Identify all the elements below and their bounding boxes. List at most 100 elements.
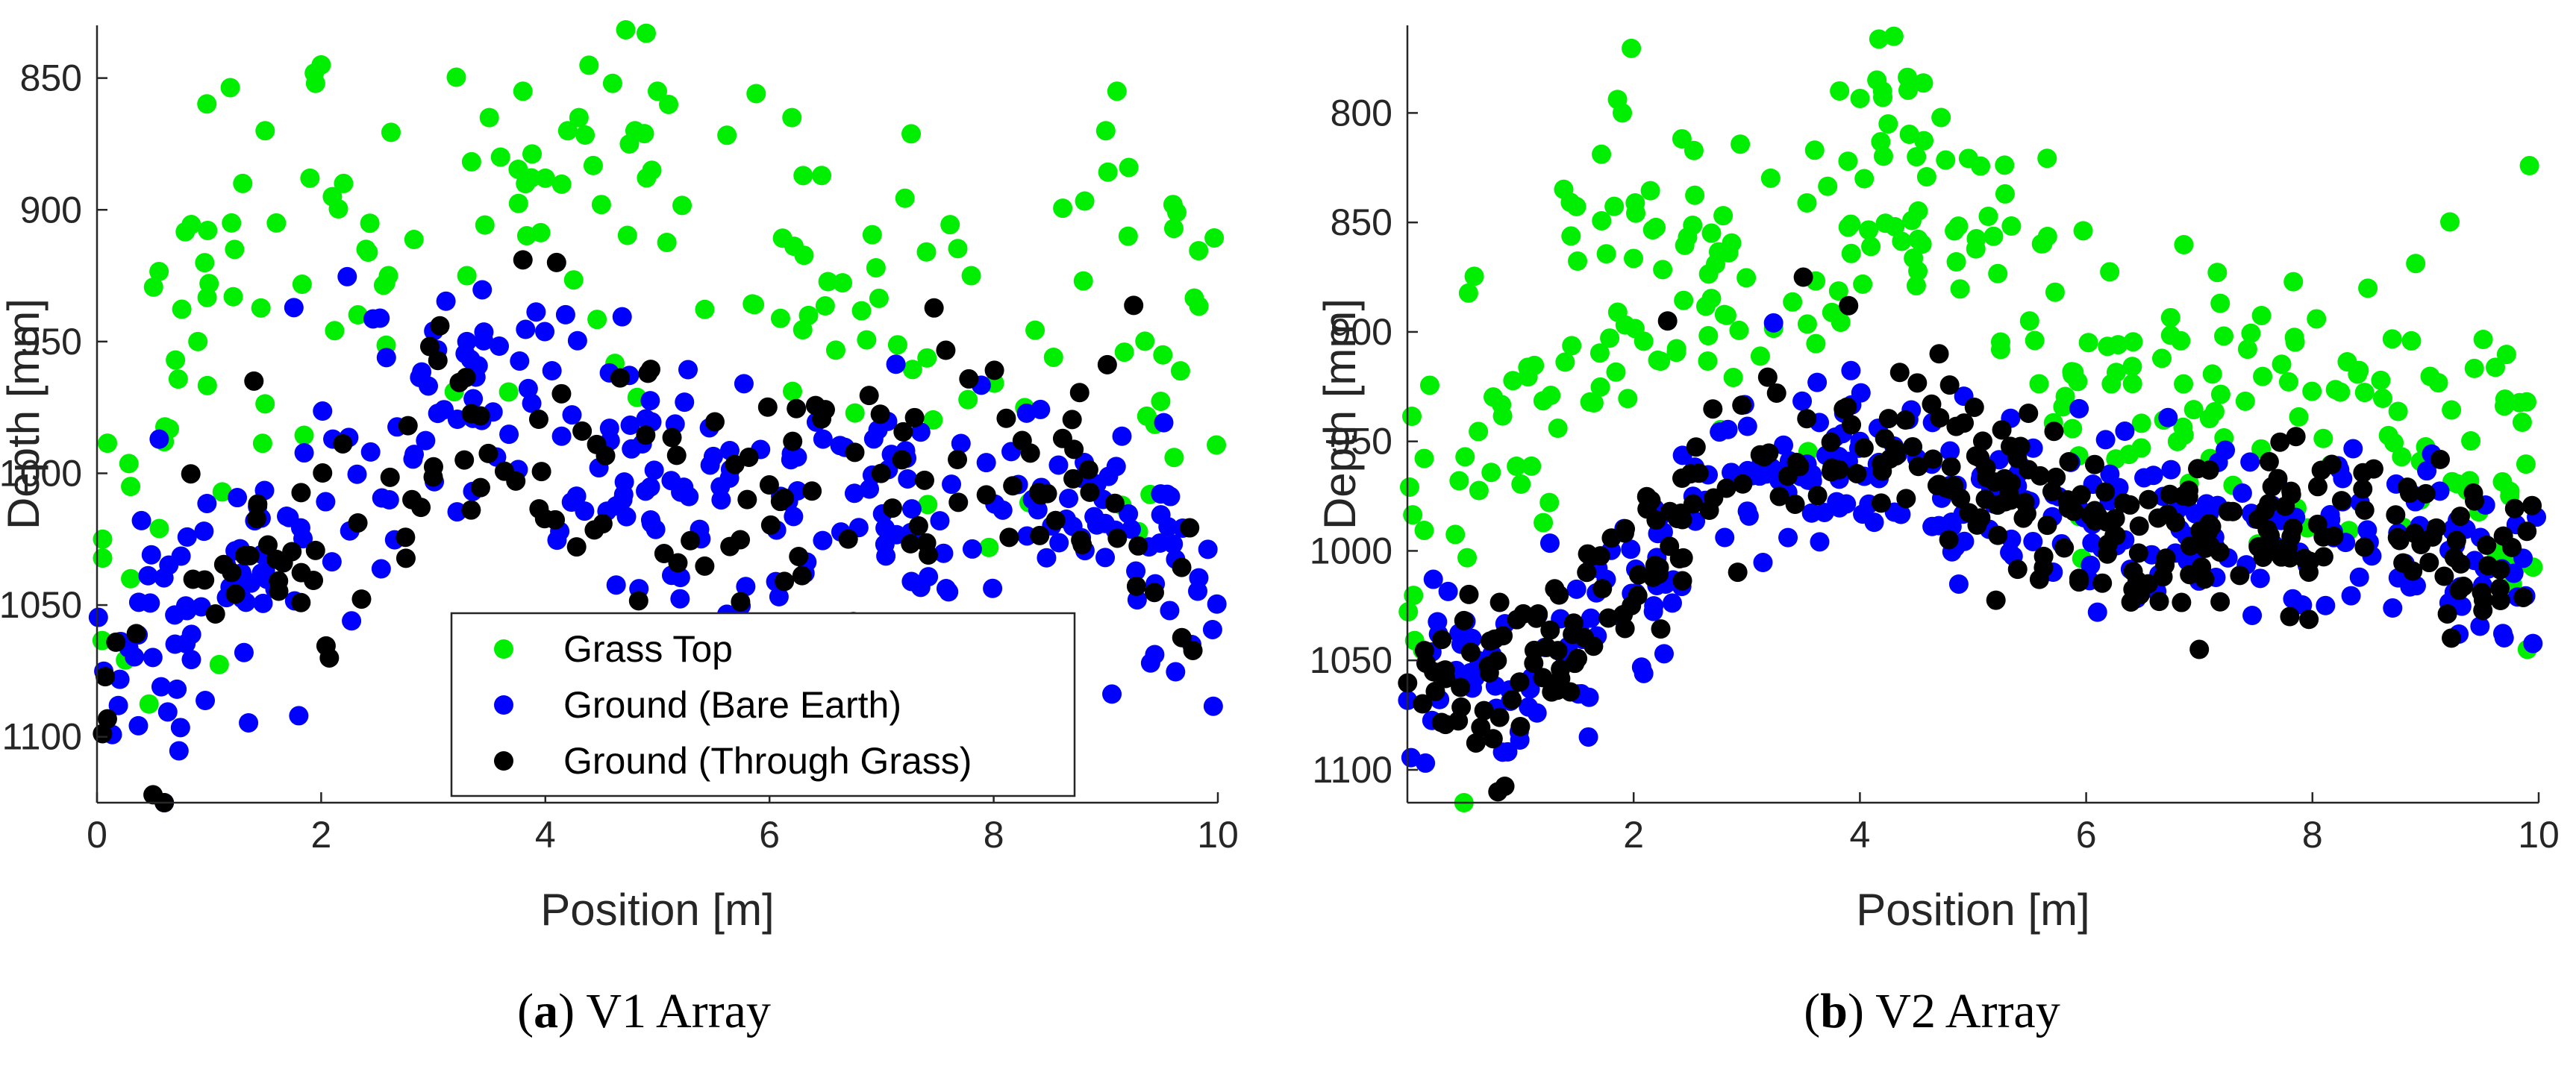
scatter-point — [784, 507, 804, 527]
scatter-point — [1425, 681, 1445, 701]
scatter-point — [1202, 619, 1222, 639]
scatter-point — [138, 565, 158, 586]
scatter-point — [1649, 557, 1669, 577]
scatter-point — [371, 559, 391, 579]
scatter-point — [1438, 581, 1458, 601]
scatter-point — [1731, 134, 1751, 154]
scatter-point — [2289, 407, 2309, 427]
scatter-point — [220, 78, 240, 98]
scatter-point — [555, 304, 575, 325]
scatter-point — [2139, 489, 2159, 510]
scatter-point — [2166, 512, 2186, 533]
scatter-point — [2092, 573, 2113, 593]
scatter-point — [2100, 464, 2120, 484]
scatter-point — [1995, 184, 2015, 204]
legend-marker — [494, 695, 513, 715]
scatter-point — [640, 510, 660, 530]
y-axis-label: Depth [mm] — [1315, 298, 1365, 530]
scatter-point — [1988, 525, 2008, 545]
scatter-point — [2286, 427, 2306, 447]
scatter-point — [535, 168, 555, 188]
scatter-point — [2354, 537, 2375, 557]
scatter-point — [2517, 521, 2537, 542]
scatter-point — [940, 215, 960, 235]
scatter-point — [2260, 525, 2280, 545]
scatter-point — [2307, 477, 2328, 497]
scatter-point — [562, 405, 582, 425]
scatter-point — [642, 160, 662, 181]
scatter-point — [419, 336, 440, 357]
scatter-point — [1698, 326, 1719, 346]
scatter-point — [1674, 290, 1694, 310]
scatter-point — [2189, 639, 2210, 659]
scatter-point — [197, 493, 217, 513]
scatter-point — [454, 450, 475, 470]
scatter-point — [360, 442, 381, 462]
scatter-point — [2357, 520, 2378, 540]
scatter-point — [557, 121, 578, 141]
scatter-point — [1769, 486, 1789, 507]
scatter-point — [194, 521, 214, 542]
scatter-point — [2123, 579, 2143, 599]
scatter-point — [2161, 460, 2181, 480]
scatter-point — [1715, 527, 1735, 548]
scatter-point — [1575, 627, 1595, 648]
scatter-point — [1801, 503, 1822, 523]
scatter-point — [863, 429, 884, 449]
scatter-point — [2106, 449, 2126, 469]
scatter-point — [2313, 547, 2333, 567]
scatter-point — [290, 518, 310, 538]
scatter-point — [166, 350, 186, 370]
y-tick-label: 950 — [1331, 421, 1392, 463]
scatter-point — [1710, 422, 1730, 442]
chart-panel-a: 0 2 4 6 8 10 850 900 950 1000 1050 1100 Position [m]… — [0, 19, 1239, 1038]
scatter-point — [535, 322, 555, 342]
scatter-point — [2019, 311, 2039, 331]
scatter-point — [1069, 383, 1090, 403]
scatter-point — [1945, 221, 1965, 241]
scatter-point — [1927, 475, 1947, 495]
scatter-point — [901, 124, 922, 144]
scatter-point — [1151, 391, 1171, 411]
scatter-point — [1097, 354, 1117, 374]
scatter-point — [2262, 477, 2282, 497]
scatter-point — [1936, 150, 1956, 170]
scatter-point — [1153, 345, 1173, 365]
scatter-point — [1469, 421, 1489, 442]
scatter-point — [2042, 481, 2062, 501]
scatter-point — [2298, 562, 2319, 582]
scatter-point — [2280, 606, 2300, 627]
scatter-point — [934, 543, 954, 563]
scatter-point — [775, 571, 795, 592]
scatter-point — [1854, 169, 1875, 189]
scatter-point — [2343, 439, 2363, 459]
scatter-point — [566, 537, 587, 557]
scatter-point — [675, 392, 695, 413]
caption-a-letter: a — [534, 984, 559, 1038]
scatter-point — [1634, 331, 1654, 351]
scatter-point — [325, 321, 345, 341]
scatter-point — [2029, 569, 2049, 589]
scatter-point — [666, 445, 687, 465]
scatter-point — [599, 418, 619, 439]
scatter-point — [2131, 413, 2151, 433]
scatter-point — [305, 73, 325, 93]
scatter-point — [1203, 696, 1223, 716]
scatter-point — [457, 331, 477, 351]
scatter-point — [2230, 565, 2250, 586]
scatter-point — [1959, 503, 1979, 523]
scatter-point — [1898, 80, 1919, 100]
scatter-point — [818, 272, 838, 292]
scatter-point — [255, 394, 275, 414]
scatter-point — [942, 474, 962, 495]
scatter-point — [2316, 595, 2336, 615]
scatter-point — [1180, 518, 1200, 538]
x-tick-label: 6 — [759, 814, 780, 856]
scatter-point — [1204, 228, 1225, 248]
scatter-point — [1908, 457, 1928, 477]
scatter-point — [167, 679, 187, 699]
scatter-point — [2398, 477, 2418, 498]
scatter-point — [239, 712, 259, 733]
scatter-point — [2383, 598, 2403, 618]
scatter-point — [1988, 263, 2008, 283]
